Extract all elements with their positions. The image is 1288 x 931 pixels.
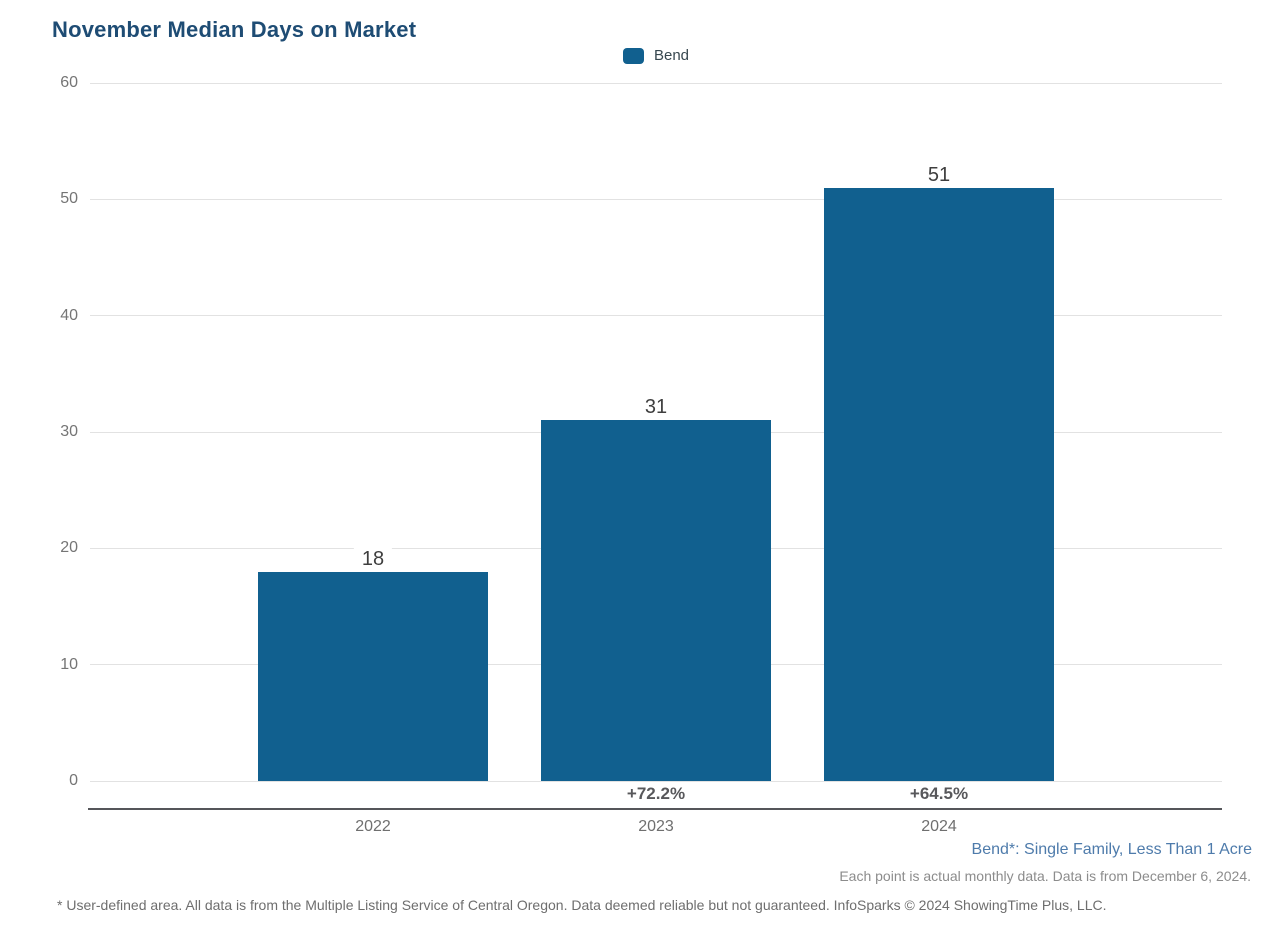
pct-change-label: +72.2% (620, 783, 692, 805)
bar-2023[interactable] (541, 420, 771, 781)
gridline (90, 780, 1222, 782)
y-tick-label: 10 (60, 655, 78, 673)
y-tick-label: 20 (60, 539, 78, 557)
y-tick-label: 50 (60, 190, 78, 208)
bar-2024[interactable] (824, 187, 1054, 781)
y-tick-label: 30 (60, 423, 78, 440)
bar-value-label: 51 (919, 162, 959, 187)
pct-change-row: +72.2% +64.5% (90, 783, 1222, 809)
y-tick-label: 0 (69, 772, 78, 789)
x-axis-labels: 2022 2023 2024 (90, 818, 1222, 844)
bar-value-label: 18 (353, 546, 393, 571)
x-axis-line (88, 808, 1222, 810)
y-tick-label: 40 (60, 306, 78, 324)
legend-label: Bend (653, 47, 690, 64)
gridline (90, 82, 1222, 84)
gridline (90, 315, 1222, 317)
plot-area: 18 31 51 (90, 82, 1222, 782)
series-definition: Bend*: Single Family, Less Than 1 Acre (971, 841, 1252, 858)
chart-title: November Median Days on Market (52, 17, 417, 42)
disclaimer: * User-defined area. All data is from th… (57, 897, 1107, 913)
x-tick-label: 2022 (355, 818, 391, 835)
x-tick-label: 2024 (921, 818, 957, 835)
bar-value-label: 31 (636, 395, 676, 420)
y-axis: 0 10 20 30 40 50 60 (0, 74, 80, 789)
y-tick-label: 60 (60, 74, 78, 91)
bar-2022[interactable] (258, 571, 488, 781)
legend-swatch-bend (622, 47, 644, 64)
data-note: Each point is actual monthly data. Data … (839, 868, 1251, 884)
gridline (90, 198, 1222, 200)
pct-change-label: +64.5% (903, 783, 975, 805)
x-tick-label: 2023 (638, 818, 674, 835)
legend[interactable]: Bend (90, 47, 1222, 64)
